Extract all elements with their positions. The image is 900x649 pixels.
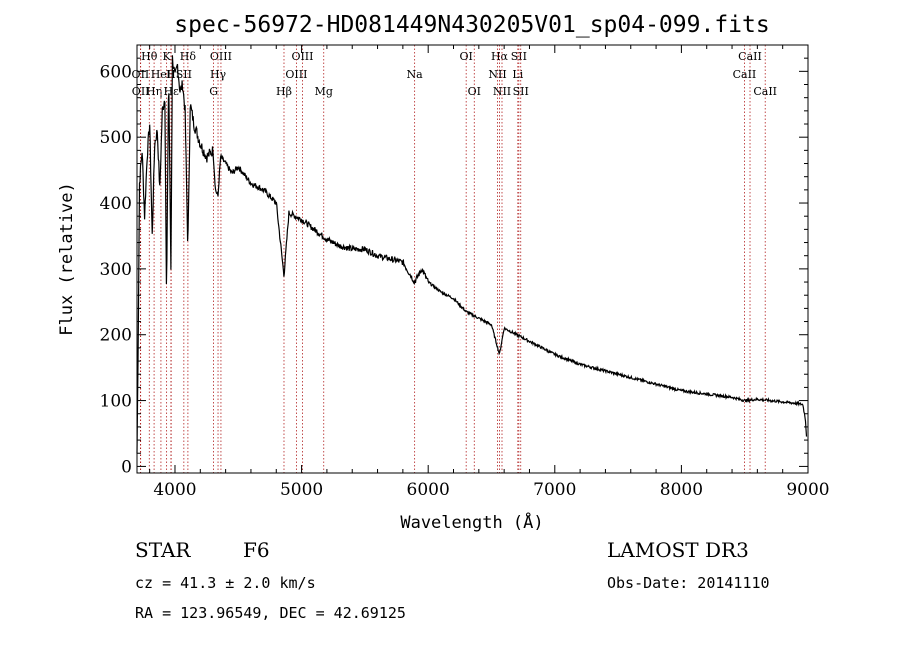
y-tick-label: 600 bbox=[100, 62, 132, 82]
x-tick-label: 4000 bbox=[153, 480, 196, 500]
plot-frame bbox=[136, 44, 809, 474]
spectral-line-label: SII bbox=[511, 50, 527, 63]
spectral-line-label: Hη bbox=[146, 85, 162, 98]
spectral-line-label: OII bbox=[132, 85, 150, 98]
x-tick-label: 6000 bbox=[407, 480, 450, 500]
spectral-line-label: Hε bbox=[164, 85, 180, 98]
spectral-line-label: CaII bbox=[733, 68, 757, 81]
y-tick-label: 200 bbox=[100, 326, 132, 346]
chart-title: spec-56972-HD081449N430205V01_sp04-099.f… bbox=[174, 12, 769, 38]
spectral-line-label: OIII bbox=[285, 68, 307, 81]
spectral-line-label: Hδ bbox=[180, 50, 197, 63]
y-tick-label: 100 bbox=[100, 392, 132, 412]
x-tick-label: 9000 bbox=[786, 480, 829, 500]
y-tick-label: 0 bbox=[121, 457, 132, 477]
y-tick-label: 500 bbox=[100, 128, 132, 148]
redshift-text: cz = 41.3 ± 2.0 km/s bbox=[135, 574, 316, 592]
y-tick-label: 300 bbox=[100, 260, 132, 280]
y-tick-label: 400 bbox=[100, 194, 132, 214]
spectral-line-label: OIII bbox=[210, 50, 232, 63]
spectral-line-label: NII bbox=[493, 85, 511, 98]
spectral-line-label: CaII bbox=[738, 50, 762, 63]
spectral-line-label: Li bbox=[512, 68, 523, 81]
spectral-line-label: NII bbox=[488, 68, 506, 81]
spectral-line-label: Hγ bbox=[210, 68, 227, 81]
spectral-line-label: OI bbox=[459, 50, 472, 63]
spectral-line-label: K bbox=[163, 50, 172, 63]
spectral-line-label: Na bbox=[407, 68, 424, 81]
coordinates-text: RA = 123.96549, DEC = 42.69125 bbox=[135, 604, 406, 622]
spectral-line-label: SII bbox=[513, 85, 529, 98]
spectral-line-label: HeI bbox=[151, 68, 171, 81]
x-tick-label: 5000 bbox=[280, 480, 323, 500]
x-axis-label: Wavelength (Å) bbox=[400, 511, 543, 533]
spectral-line-label: Hβ bbox=[276, 85, 292, 98]
x-tick-label: 8000 bbox=[660, 480, 703, 500]
spectral-line-label: Mg bbox=[315, 85, 333, 98]
survey-name: LAMOST DR3 bbox=[607, 538, 749, 562]
spectral-line-label: CaII bbox=[753, 85, 777, 98]
spectral-line-label: OIII bbox=[291, 50, 313, 63]
spectral-line-label: SII bbox=[176, 68, 192, 81]
x-tick-label: 7000 bbox=[533, 480, 576, 500]
obs-date-text: Obs-Date: 20141110 bbox=[607, 574, 770, 592]
y-axis-label: Flux (relative) bbox=[57, 182, 77, 336]
spectral-line-markers: HθOIIOIIHηHeIKHHεHδSIIOIIIHγGHβOIIIOIIIM… bbox=[132, 45, 777, 473]
spectral-line-label: Hα bbox=[491, 50, 509, 63]
spectral-line-label: OI bbox=[468, 85, 481, 98]
object-class: STAR bbox=[135, 538, 191, 562]
spectral-line-label: G bbox=[209, 85, 218, 98]
axis-ticks: 4000 5000 6000 7000 8000 9000 0 100 200 300 400 500… bbox=[100, 45, 830, 500]
spectral-line-label: Hθ bbox=[141, 50, 158, 63]
spectrum-series-line bbox=[136, 55, 808, 454]
object-subclass: F6 bbox=[243, 538, 270, 562]
